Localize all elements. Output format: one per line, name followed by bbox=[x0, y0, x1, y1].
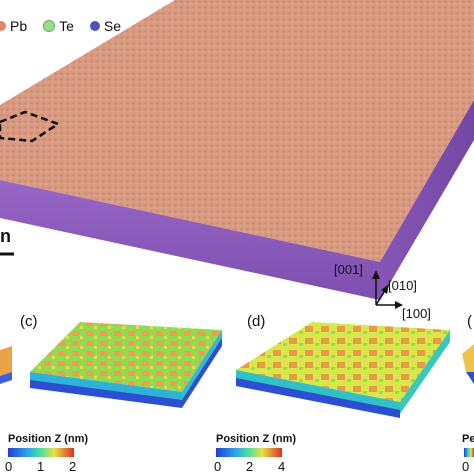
colorbar-c-tick-0: 0 bbox=[5, 459, 13, 474]
panel-e-fragment bbox=[462, 344, 474, 372]
legend-item-pb: Pb bbox=[0, 18, 27, 34]
colorbar-c-tick-2: 2 bbox=[69, 459, 77, 474]
film-front-side bbox=[0, 180, 380, 300]
panel-b-fragment bbox=[0, 346, 12, 376]
panel-label-c: (c) bbox=[20, 313, 38, 330]
panel-d-map bbox=[236, 322, 450, 402]
colorbar-e-title: Pe bbox=[462, 433, 474, 445]
film-right-side bbox=[380, 100, 474, 300]
colorbar-d-title: Position Z (nm) bbox=[216, 433, 297, 445]
colorbar-c bbox=[8, 448, 74, 457]
dashed-region-box bbox=[0, 110, 61, 143]
colorbar-d-tick-2: 2 bbox=[246, 459, 254, 474]
colorbar-d-tick-0: 0 bbox=[214, 459, 222, 474]
colorbar-d-tick-4: 4 bbox=[278, 459, 286, 474]
axis-label-100: [100] bbox=[402, 306, 431, 321]
se-dot-icon bbox=[89, 21, 100, 31]
element-legend: Pb Te Se bbox=[0, 18, 131, 34]
colorbar-d bbox=[216, 448, 282, 457]
panel-label-d: (d) bbox=[247, 313, 266, 330]
pb-dot-icon bbox=[0, 21, 6, 31]
scale-bar-label: n bbox=[0, 226, 11, 246]
axis-label-010: [010] bbox=[388, 278, 417, 293]
legend-label-se: Se bbox=[103, 18, 122, 34]
panel-label-e: ( bbox=[467, 313, 472, 330]
colorbar-e-tick-0: 0 bbox=[462, 459, 470, 474]
film-top-surface bbox=[0, 0, 474, 262]
colorbar-c-tick-1: 1 bbox=[37, 459, 45, 474]
legend-label-pb: Pb bbox=[10, 18, 28, 34]
panel-c-map bbox=[30, 322, 222, 392]
colorbar-e bbox=[464, 448, 474, 457]
legend-item-se: Se bbox=[89, 18, 122, 34]
legend-label-te: Te bbox=[59, 18, 74, 34]
axis-label-001: [001] bbox=[334, 262, 363, 277]
legend-item-te: Te bbox=[43, 18, 74, 34]
te-dot-icon bbox=[43, 20, 56, 32]
colorbar-c-title: Position Z (nm) bbox=[8, 433, 89, 445]
